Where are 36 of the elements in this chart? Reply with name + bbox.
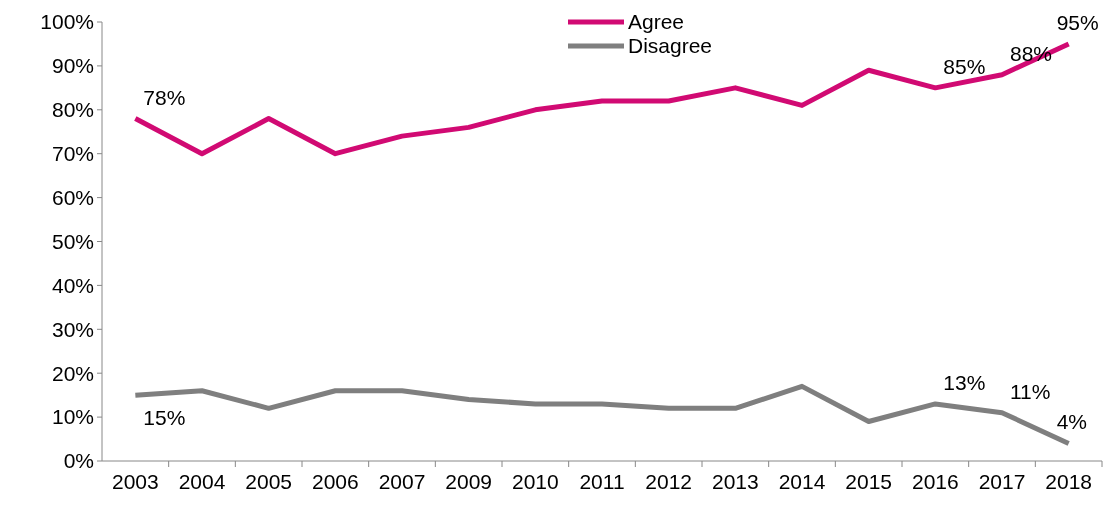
x-tick-label: 2013 xyxy=(711,470,759,493)
y-tick-label: 70% xyxy=(51,142,94,166)
x-tick-label: 2006 xyxy=(311,470,359,493)
data-label: 88% xyxy=(1010,41,1053,65)
x-tick-label: 2017 xyxy=(978,470,1026,493)
x-tick-label: 2018 xyxy=(1045,470,1093,493)
y-tick-label: 80% xyxy=(51,98,94,122)
data-label: 85% xyxy=(943,54,986,78)
x-tick-label: 2005 xyxy=(245,470,293,493)
y-tick-label: 10% xyxy=(51,405,94,429)
x-tick-label: 2004 xyxy=(178,470,226,493)
y-tick-label: 50% xyxy=(51,229,94,253)
x-tick-label: 2003 xyxy=(111,470,159,493)
x-tick-label: 2007 xyxy=(378,470,426,493)
y-tick-label: 30% xyxy=(51,317,94,341)
data-label: 78% xyxy=(143,85,186,109)
y-tick-label: 0% xyxy=(63,449,94,473)
x-tick-label: 2012 xyxy=(645,470,693,493)
y-tick-label: 20% xyxy=(51,361,94,385)
data-label: 4% xyxy=(1056,410,1088,434)
x-tick-label: 2016 xyxy=(911,470,959,493)
y-tick-label: 100% xyxy=(40,10,94,34)
data-label: 95% xyxy=(1056,10,1099,34)
data-label: 11% xyxy=(1010,379,1051,403)
data-label: 15% xyxy=(143,406,186,430)
x-tick-label: 2014 xyxy=(778,470,826,493)
y-tick-label: 60% xyxy=(51,185,94,209)
x-tick-label: 2010 xyxy=(511,470,559,493)
x-tick-label: 2015 xyxy=(845,470,893,493)
legend-label: Disagree xyxy=(628,34,713,58)
data-label: 13% xyxy=(943,370,986,394)
x-tick-label: 2011 xyxy=(579,470,625,493)
x-tick-label: 2009 xyxy=(445,470,493,493)
legend-label: Agree xyxy=(628,10,685,34)
y-tick-label: 90% xyxy=(51,54,94,78)
y-tick-label: 40% xyxy=(51,273,94,297)
